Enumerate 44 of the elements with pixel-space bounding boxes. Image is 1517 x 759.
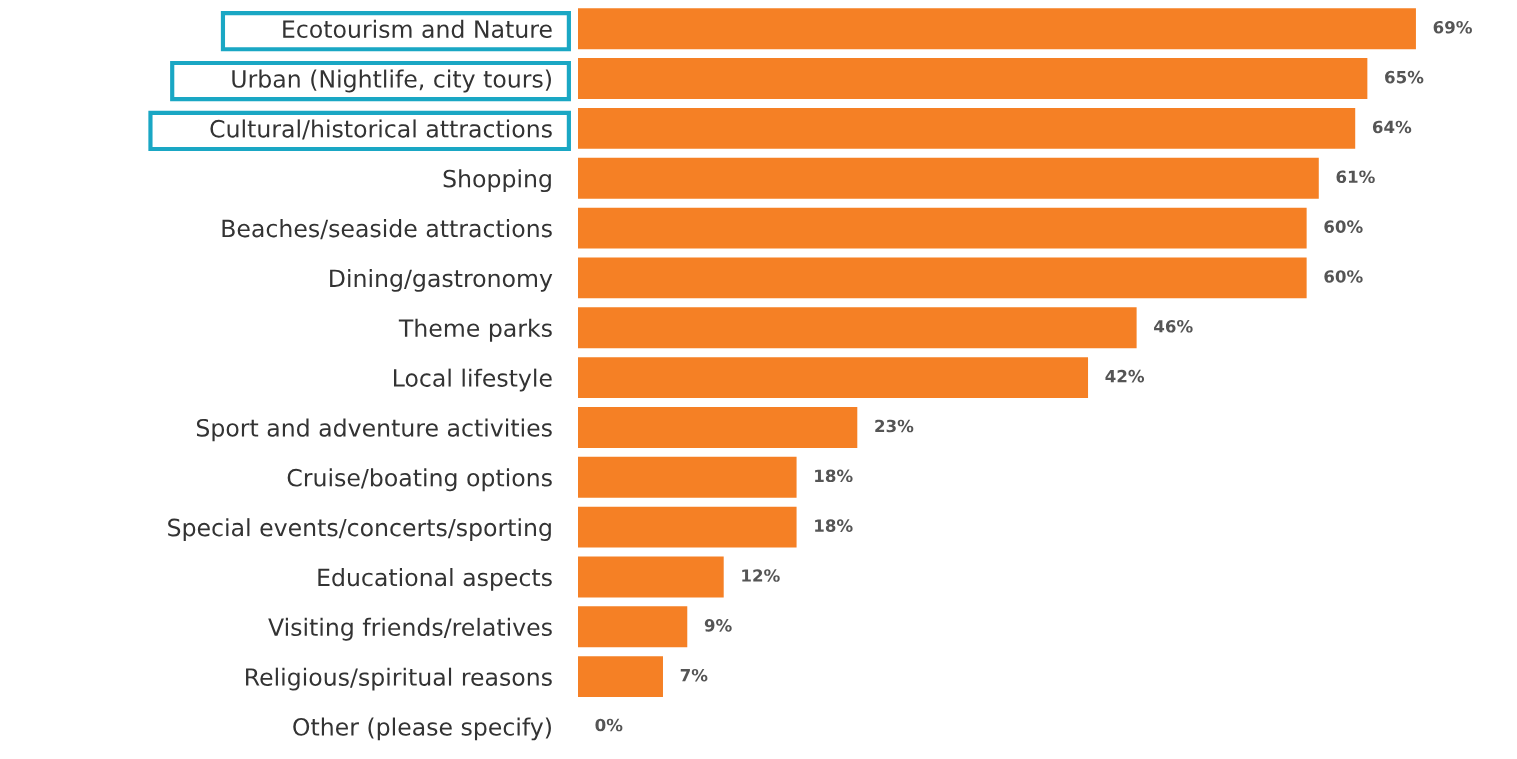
bar: [577, 58, 1368, 99]
data-label: 12%: [742, 569, 780, 582]
bar: [577, 506, 797, 548]
data-label: 23%: [875, 419, 914, 433]
bar: [577, 556, 724, 598]
bar: [577, 656, 663, 698]
data-label: 65%: [1385, 70, 1424, 84]
data-label: 60%: [1324, 270, 1363, 283]
y-tick-label: Cultural/historical attractions: [210, 119, 552, 140]
data-label: 18%: [815, 519, 853, 532]
y-tick-label: Other (please specify): [293, 717, 551, 741]
bar: [577, 8, 1416, 50]
data-label: 18%: [815, 469, 853, 483]
bar: [577, 456, 797, 498]
data-label: 42%: [1105, 369, 1145, 383]
y-tick-label: Beaches/seaside attractions: [222, 219, 552, 240]
bar: [577, 606, 688, 648]
data-label: 61%: [1336, 170, 1375, 184]
bar: [577, 257, 1307, 299]
data-label: 9%: [704, 619, 732, 632]
bar: [577, 157, 1319, 199]
data-label: 64%: [1372, 120, 1412, 134]
bar: [577, 307, 1137, 349]
y-tick-label: Urban (Nightlife, city tours): [232, 69, 551, 93]
y-tick-label: Dining/gastronomy: [330, 268, 553, 292]
data-label: 60%: [1324, 220, 1363, 233]
y-tick-label: Visiting friends/relatives: [268, 617, 552, 641]
y-tick-label: Theme parks: [398, 318, 552, 342]
data-label: 46%: [1154, 319, 1193, 333]
bar: [577, 207, 1307, 249]
y-tick-label: Shopping: [443, 169, 551, 193]
bar: [577, 107, 1356, 149]
y-tick-label: Ecotourism and Nature: [283, 19, 552, 39]
data-label: 0%: [595, 718, 623, 732]
bar: [577, 357, 1089, 399]
data-label: 7%: [680, 668, 708, 682]
y-tick-label: Educational aspects: [318, 568, 552, 591]
data-label: 69%: [1433, 20, 1472, 34]
y-tick-label: Cruise/boating options: [287, 468, 552, 492]
y-tick-label: Religious/spiritual reasons: [246, 667, 552, 691]
bar: [577, 407, 858, 448]
y-tick-label: Local lifestyle: [394, 368, 552, 392]
y-tick-label: Special events/concerts/sporting: [168, 518, 551, 542]
y-tick-label: Sport and adventure activities: [196, 418, 552, 442]
